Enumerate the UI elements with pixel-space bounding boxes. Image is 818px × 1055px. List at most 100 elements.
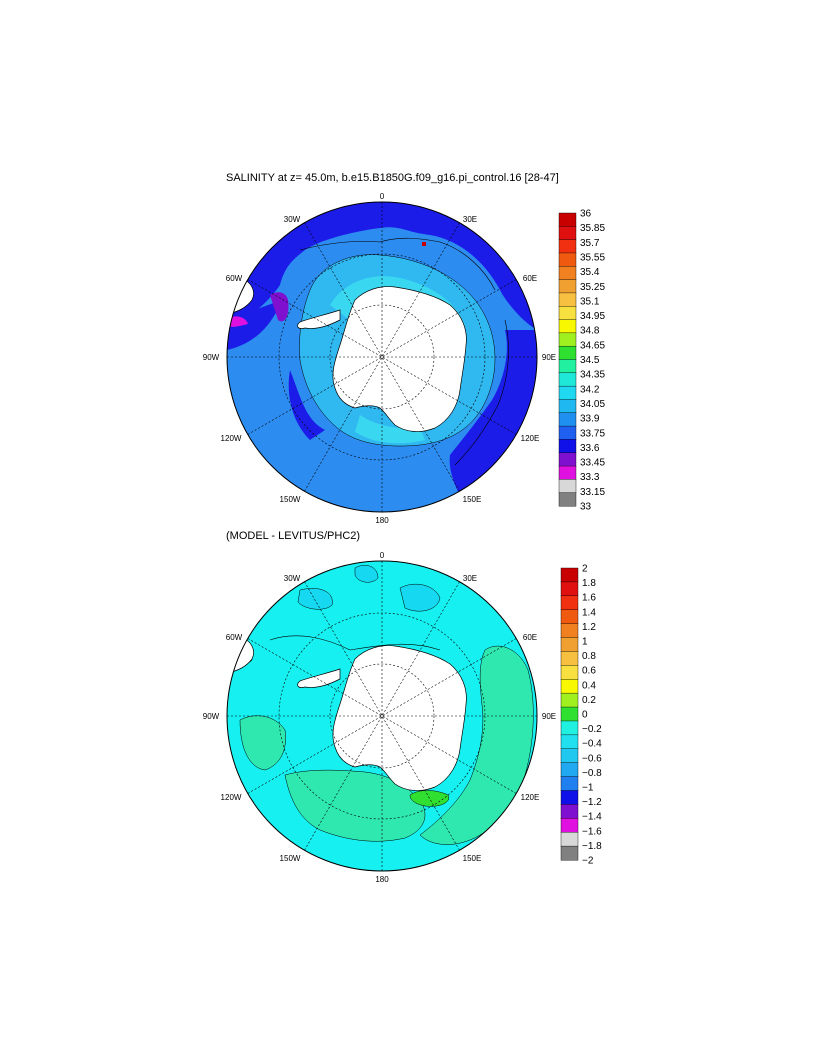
lon-label: 0 (380, 551, 385, 560)
salinity-field-dark-sw (288, 370, 325, 440)
difference-colorbar-label: −0.6 (582, 753, 602, 764)
difference-field-lightblue-1 (399, 583, 441, 612)
difference-contour (269, 635, 441, 651)
difference-colorbar-swatch (560, 790, 579, 805)
salinity-field-dark-west (227, 300, 282, 350)
salinity-colorbar-swatch (558, 332, 577, 347)
salinity-colorbar-label: 35.85 (580, 223, 605, 234)
salinity-colorbar-swatch (558, 372, 577, 387)
graticule (227, 561, 537, 871)
salinity-colorbar-label: 35.7 (580, 238, 600, 249)
salinity-field-red-dot (422, 242, 426, 246)
difference-colorbar-label: 0.2 (582, 695, 596, 706)
salinity-colorbar-swatch (558, 479, 577, 494)
lon-label: 60W (226, 274, 243, 283)
difference-colorbar-label: −0.2 (582, 724, 602, 735)
salinity-colorbar-label: 35.55 (580, 252, 605, 263)
difference-colorbar-label: −1.2 (582, 797, 602, 808)
difference-colorbar-label: −1 (582, 783, 594, 794)
difference-colorbar-swatch (560, 748, 579, 764)
difference-map: 0 30E 60E 90E 120E 150E 180 150W 120W 90… (203, 551, 556, 884)
salinity-field-dark-band (227, 202, 537, 330)
lon-label: 60E (523, 633, 537, 642)
salinity-colorbar-swatch (558, 226, 577, 241)
difference-colorbar-label: −0.4 (582, 739, 602, 750)
salinity-colorbar-swatch (558, 266, 577, 281)
difference-colorbar-label: 0.4 (582, 680, 596, 691)
difference-colorbar-label: −1.6 (582, 826, 602, 837)
difference-colorbar-swatch (560, 720, 579, 736)
difference-colorbar-swatch (560, 776, 579, 791)
antarctica-land (332, 645, 467, 791)
salinity-colorbar-label: 34.95 (580, 311, 605, 322)
lon-label: 90E (542, 353, 556, 362)
map1-title: SALINITY at z= 45.0m, b.e15.B1850G.f09_g… (226, 172, 559, 184)
lon-label: 60E (523, 274, 537, 283)
difference-colorbar-label: 1 (582, 637, 588, 648)
lon-label: 60W (226, 633, 243, 642)
difference-colorbar-swatch (560, 818, 579, 833)
difference-colorbar-swatch (560, 651, 579, 666)
salinity-field-ross (355, 415, 425, 444)
salinity-field-purple (270, 292, 289, 322)
lon-label: 150E (463, 495, 482, 504)
difference-colorbar-label: 0 (582, 710, 588, 721)
lon-label: 30W (284, 574, 301, 583)
salinity-colorbar-label: 34.2 (580, 384, 600, 395)
lon-label: 150W (280, 495, 301, 504)
difference-colorbar-label: 0.8 (582, 651, 596, 662)
difference-colorbar-label: 1.2 (582, 622, 596, 633)
difference-colorbar-swatch (560, 623, 579, 639)
difference-colorbar-label: −1.4 (582, 812, 602, 823)
salinity-colorbar-swatch (558, 399, 577, 414)
difference-colorbar-label: −0.8 (582, 768, 602, 779)
lon-label: 180 (375, 875, 389, 884)
difference-field-aqua-west (239, 715, 286, 771)
difference-colorbar-swatch (560, 581, 579, 597)
salinity-colorbar-label: 33.15 (580, 487, 605, 498)
lon-label: 120E (521, 793, 540, 802)
salinity-colorbar-swatch (558, 306, 577, 321)
salinity-colorbar-swatch (558, 492, 577, 507)
lon-label: 30E (463, 574, 477, 583)
salinity-colorbar-swatch (558, 279, 577, 294)
difference-colorbar-label: −1.8 (582, 841, 602, 852)
difference-field-lightblue-2 (297, 588, 333, 610)
salinity-colorbar-label: 34.5 (580, 355, 600, 366)
lon-label: 30W (284, 215, 301, 224)
map2-title: (MODEL - LEVITUS/PHC2) (226, 530, 361, 542)
antarctic-peninsula (297, 309, 341, 329)
lon-label: 90W (203, 712, 220, 721)
lon-label: 90W (203, 353, 220, 362)
difference-colorbar-label: 0.6 (582, 666, 596, 677)
antarctic-peninsula (297, 668, 341, 688)
salinity-colorbar-label: 34.05 (580, 399, 605, 410)
salinity-colorbar-label: 33.6 (580, 443, 600, 454)
difference-field-green-1 (409, 790, 450, 807)
salinity-colorbar-label: 34.8 (580, 326, 600, 337)
salinity-colorbar-label: 35.1 (580, 296, 600, 307)
difference-colorbar-label: −2 (582, 856, 594, 867)
antarctica-land (332, 286, 467, 432)
salinity-colorbar-swatch (558, 439, 577, 454)
lon-label: 180 (375, 516, 389, 525)
salinity-colorbar-label: 35.25 (580, 282, 605, 293)
salinity-colorbar-label: 36 (580, 209, 592, 220)
difference-colorbar-label: 1.4 (582, 607, 596, 618)
salinity-field-magenta (228, 316, 248, 327)
lon-label: 150W (280, 854, 301, 863)
difference-colorbar-label: 1.6 (582, 593, 596, 604)
difference-colorbar-swatch (560, 706, 579, 722)
difference-colorbar-swatch (560, 665, 579, 680)
difference-field-aqua-east (419, 645, 534, 845)
salinity-colorbar-swatch (558, 465, 577, 480)
salinity-colorbar-label: 33.3 (580, 472, 600, 483)
difference-colorbar-swatch (560, 762, 579, 778)
salinity-colorbar-swatch (558, 252, 577, 267)
salinity-colorbar-swatch (558, 452, 577, 467)
graticule (227, 202, 537, 512)
lon-label: 30E (463, 215, 477, 224)
salinity-colorbar-label: 35.4 (580, 267, 600, 278)
lon-label: 120E (521, 434, 540, 443)
difference-colorbar-swatch (560, 831, 579, 847)
